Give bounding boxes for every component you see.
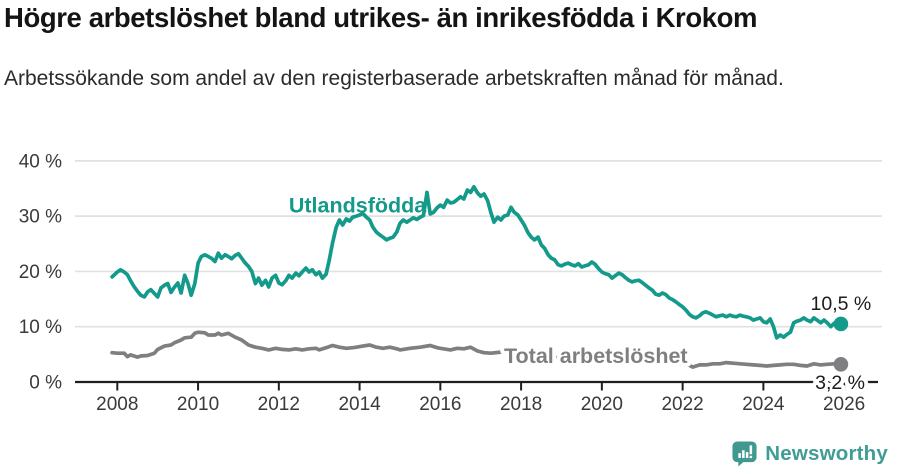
y-tick-label: 30 %	[19, 207, 62, 228]
newsworthy-wordmark: Newsworthy	[765, 441, 888, 465]
y-axis-labels: 0 % 10 % 20 % 30 % 40 %	[19, 151, 62, 393]
x-tick-label: 2016	[419, 394, 461, 415]
series-label-total: Total arbetslöshet	[504, 344, 688, 368]
unemployment-line-chart: 0 %10 %20 %30 %40 %2008 2010 2012 2014 2016 2…	[19, 151, 882, 415]
y-tick-label: 0 %	[29, 373, 62, 394]
end-dot-utlandsfodda	[833, 316, 849, 332]
x-tick-label: 2024	[742, 394, 785, 415]
end-value-label-total: 3,2 %	[815, 372, 865, 394]
end-value-label-utlandsfodda: 10,5 %	[811, 293, 872, 315]
series-line-utlandsfodda	[110, 184, 843, 340]
x-tick-label: 2018	[500, 394, 542, 415]
series-line-total	[110, 330, 843, 369]
x-axis: 2008 2010 2012 2014 2016 2018 2020 2022 2024 2026	[96, 383, 865, 415]
series-label-utlandsfodda: Utlandsfödda	[289, 193, 427, 217]
x-tick-label: 2026	[823, 394, 865, 415]
y-tick-label: 10 %	[19, 317, 62, 338]
x-tick-label: 2008	[96, 394, 138, 415]
y-tick-label: 40 %	[19, 151, 62, 172]
chart-title: Högre arbetslöshet bland utrikes- än inr…	[4, 2, 758, 33]
newsworthy-logo: Newsworthy	[731, 440, 888, 467]
x-tick-label: 2014	[338, 394, 381, 415]
newsworthy-bubble-chart-icon	[732, 441, 757, 467]
end-dot-total	[833, 357, 849, 372]
x-tick-label: 2010	[177, 394, 219, 415]
x-tick-label: 2020	[581, 394, 623, 415]
chart-subtitle: Arbetssökande som andel av den registerb…	[4, 67, 784, 90]
y-tick-label: 20 %	[19, 262, 62, 283]
gridlines	[75, 159, 882, 328]
bar-chart-glyph	[738, 445, 753, 459]
x-tick-label: 2022	[661, 394, 703, 415]
x-tick-label: 2012	[258, 394, 300, 415]
